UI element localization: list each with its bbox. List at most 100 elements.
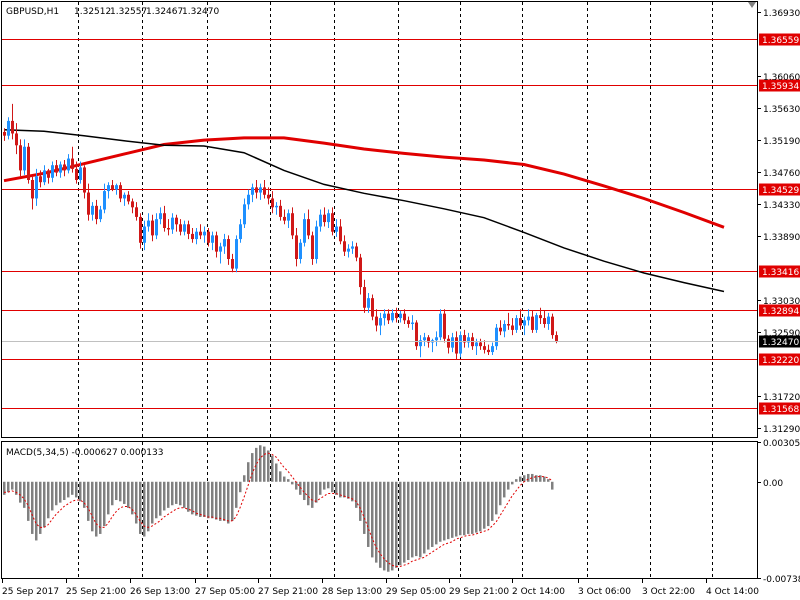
price-tick-label: 1.36930 xyxy=(763,9,800,19)
macd-bar xyxy=(439,481,442,542)
candle-body xyxy=(547,316,550,325)
candle-body xyxy=(507,324,510,326)
ohlc-open: 1.32512 xyxy=(74,7,111,17)
level-price-label: 1.32894 xyxy=(762,307,799,317)
ohlc-high: 1.32557 xyxy=(110,7,147,17)
macd-bar xyxy=(451,481,454,538)
macd-bar xyxy=(551,481,554,490)
candle-body xyxy=(555,335,558,341)
macd-bar xyxy=(311,481,314,508)
level-price-label: 1.31568 xyxy=(762,405,799,415)
macd-bar xyxy=(79,481,82,502)
candle-body xyxy=(399,313,402,319)
macd-bar xyxy=(363,481,366,534)
candle-body xyxy=(47,170,50,178)
macd-bar xyxy=(227,481,230,524)
price-tick-label: 1.31720 xyxy=(763,393,800,403)
candle-body xyxy=(347,248,350,252)
candle-body xyxy=(439,313,442,338)
vertical-grid xyxy=(78,2,713,578)
time-label: 4 Oct 14:00 xyxy=(706,587,759,597)
macd-bar xyxy=(231,481,234,521)
macd-bar xyxy=(171,481,174,506)
candle-body xyxy=(167,227,170,230)
candle-body xyxy=(279,205,282,217)
candle-body xyxy=(107,185,110,192)
macd-bar xyxy=(127,481,130,508)
level-price-tag xyxy=(759,353,800,366)
macd-bar xyxy=(275,463,278,482)
macd-bar xyxy=(71,481,74,495)
macd-bar xyxy=(407,481,410,561)
macd-bar xyxy=(259,445,262,482)
macd-bar xyxy=(335,481,338,495)
candle-body xyxy=(191,233,194,240)
macd-bar xyxy=(431,481,434,547)
macd-bar xyxy=(15,481,18,495)
time-label: 3 Oct 22:00 xyxy=(642,587,695,597)
macd-bar xyxy=(283,476,286,482)
macd-bar xyxy=(131,481,134,515)
macd-bar xyxy=(391,481,394,571)
candle-body xyxy=(235,239,238,269)
candle-body xyxy=(67,158,70,171)
moving-average-slow xyxy=(3,136,725,229)
macd-bar xyxy=(99,481,102,534)
macd-tick-label: 0.003051 xyxy=(763,439,800,449)
candle-body xyxy=(147,220,150,227)
macd-bar xyxy=(75,481,78,498)
macd-panel[interactable] xyxy=(1,441,758,579)
price-panel[interactable] xyxy=(1,1,758,438)
candle-body xyxy=(223,239,226,247)
macd-bar xyxy=(63,481,66,501)
candle-body xyxy=(31,179,34,199)
macd-bar xyxy=(235,481,238,508)
candle-body xyxy=(367,298,370,308)
chart-shift-marker-icon[interactable] xyxy=(748,2,756,8)
candle-body xyxy=(315,226,318,260)
chart-symbol-timeframe: GBPUSD,H1 xyxy=(6,7,59,17)
candle-body xyxy=(503,324,506,332)
macd-bar xyxy=(23,481,26,508)
macd-bar xyxy=(435,481,438,545)
macd-bar xyxy=(107,481,110,515)
price-tick-label: 1.36060 xyxy=(763,73,800,83)
candle-body xyxy=(403,313,406,321)
candle-body xyxy=(179,224,182,232)
macd-bar xyxy=(123,481,126,504)
candle-body xyxy=(203,231,206,236)
current-price-label: 1.32470 xyxy=(762,338,799,348)
candle-body xyxy=(283,216,286,221)
candle-body xyxy=(543,318,546,325)
macd-bar xyxy=(387,481,390,572)
macd-bar xyxy=(547,479,550,482)
candle-body xyxy=(459,335,462,354)
macd-bar xyxy=(479,481,482,532)
level-price-label: 1.36559 xyxy=(762,36,799,46)
candle-body xyxy=(319,214,322,227)
macd-bar xyxy=(483,481,486,529)
candle-body xyxy=(207,231,210,243)
macd-bar xyxy=(355,481,358,508)
candle-body xyxy=(15,133,18,146)
time-label: 25 Sep 2017 xyxy=(2,587,59,597)
macd-bar xyxy=(191,481,194,515)
macd-bar xyxy=(475,481,478,533)
macd-bar xyxy=(111,481,114,506)
time-label: 25 Sep 21:00 xyxy=(66,587,126,597)
macd-bar xyxy=(467,481,470,534)
candle-body xyxy=(259,187,262,193)
macd-bar xyxy=(67,481,70,498)
candle-body xyxy=(383,313,386,319)
macd-bar xyxy=(503,481,506,498)
macd-bar xyxy=(427,481,430,550)
candle-body xyxy=(155,219,158,236)
candle-body xyxy=(531,316,534,330)
macd-bar xyxy=(179,481,182,506)
candle-body xyxy=(355,246,358,258)
level-price-tag xyxy=(759,265,800,278)
candle-body xyxy=(143,226,146,243)
macd-bar xyxy=(507,481,510,490)
macd-bar xyxy=(371,481,374,558)
